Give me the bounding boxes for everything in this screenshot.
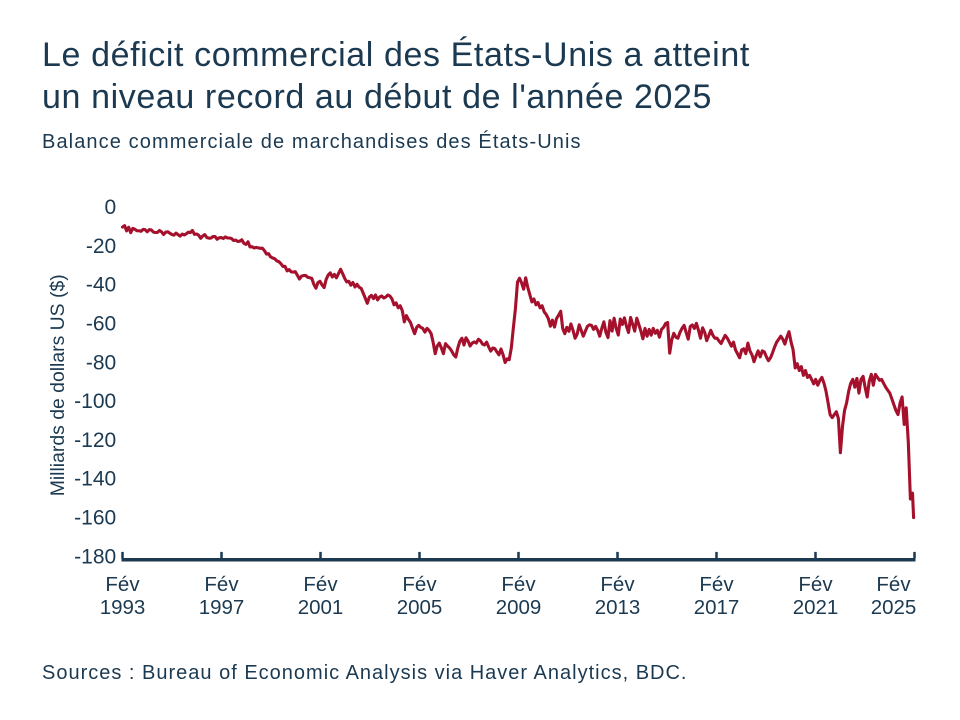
svg-text:Fév: Fév: [600, 573, 635, 596]
svg-text:1997: 1997: [199, 596, 245, 619]
svg-text:2005: 2005: [397, 596, 443, 619]
svg-text:-20: -20: [86, 235, 116, 258]
svg-text:Fév: Fév: [402, 573, 437, 596]
svg-text:2025: 2025: [871, 596, 917, 619]
svg-text:-80: -80: [86, 351, 116, 374]
svg-text:-40: -40: [86, 274, 116, 297]
svg-text:Fév: Fév: [204, 573, 239, 596]
svg-text:1993: 1993: [100, 596, 146, 619]
svg-text:-160: -160: [74, 507, 116, 530]
svg-text:-180: -180: [74, 545, 116, 568]
svg-text:Fév: Fév: [798, 573, 833, 596]
svg-text:Fév: Fév: [876, 573, 911, 596]
svg-text:Fév: Fév: [699, 573, 734, 596]
svg-text:2009: 2009: [496, 596, 542, 619]
svg-text:0: 0: [105, 196, 117, 219]
svg-text:Fév: Fév: [501, 573, 536, 596]
svg-text:Fév: Fév: [105, 573, 140, 596]
svg-text:2013: 2013: [595, 596, 641, 619]
svg-text:Milliards de dollars US ($): Milliards de dollars US ($): [47, 274, 69, 496]
svg-text:-140: -140: [74, 468, 116, 491]
svg-text:2001: 2001: [298, 596, 344, 619]
svg-text:-100: -100: [74, 390, 116, 413]
svg-text:-120: -120: [74, 429, 116, 452]
svg-text:-60: -60: [86, 313, 116, 336]
svg-text:2017: 2017: [694, 596, 740, 619]
svg-text:Fév: Fév: [303, 573, 338, 596]
svg-text:2021: 2021: [793, 596, 839, 619]
